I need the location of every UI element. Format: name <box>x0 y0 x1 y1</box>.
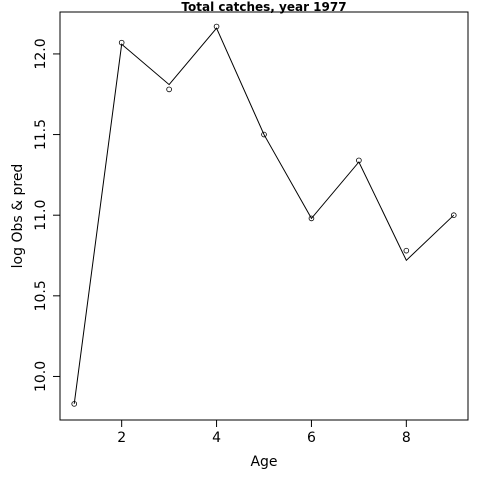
x-axis: 2 4 6 8 <box>117 419 411 446</box>
observation-point <box>118 39 125 46</box>
observation-point <box>213 23 220 30</box>
y-axis-label: log Obs & pred <box>10 164 26 269</box>
observation-point <box>403 247 410 254</box>
y-tick-label: 11.5 <box>33 119 49 150</box>
observation-point <box>71 401 78 407</box>
x-tick-label: 6 <box>307 430 316 446</box>
y-axis: 10.0 10.5 11.0 11.5 12.0 <box>33 38 61 392</box>
plot-frame <box>59 11 469 421</box>
x-tick-label: 4 <box>212 430 221 446</box>
observation-points <box>71 23 457 407</box>
observation-point <box>166 86 172 93</box>
x-axis-label: Age <box>250 454 277 470</box>
observation-point <box>308 215 315 222</box>
observation-point <box>261 131 267 138</box>
y-tick-label: 10.0 <box>33 361 49 392</box>
observation-point <box>450 212 457 218</box>
y-tick-label: 11.0 <box>33 200 49 231</box>
y-tick-label: 10.5 <box>33 280 49 311</box>
chart-title: Total catches, year 1977 <box>181 0 346 14</box>
x-tick-label: 2 <box>117 430 126 446</box>
observation-point <box>356 157 362 164</box>
y-tick-label: 12.0 <box>33 38 49 69</box>
series-line <box>73 27 455 404</box>
x-tick-label: 8 <box>402 430 411 446</box>
